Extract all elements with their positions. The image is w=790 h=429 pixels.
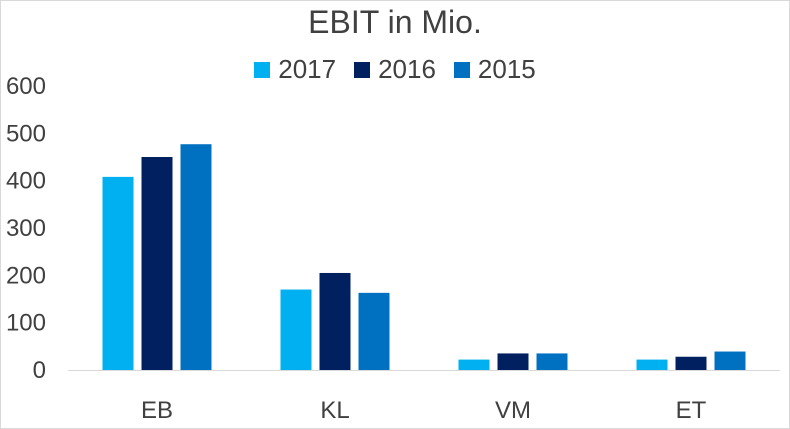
bar-eb-2015 (180, 144, 212, 370)
bar-eb-2017 (102, 176, 134, 370)
y-tick-label: 200 (6, 262, 46, 289)
y-tick-label: 600 (6, 73, 46, 100)
bar-vm-2016 (497, 353, 529, 370)
legend-swatch-2017 (254, 61, 271, 78)
bar-kl-2015 (358, 292, 390, 370)
legend-swatch-2015 (453, 61, 470, 78)
x-tick-label: ET (676, 397, 707, 424)
bar-et-2016 (675, 356, 707, 370)
y-tick-label: 0 (33, 357, 46, 384)
x-tick-label: VM (495, 397, 531, 424)
y-tick-label: 300 (6, 215, 46, 242)
legend-item-2016: 2016 (354, 54, 436, 85)
legend-label-2016: 2016 (378, 54, 436, 84)
bar-kl-2016 (319, 272, 351, 370)
bar-kl-2017 (280, 289, 312, 370)
bar-et-2015 (714, 351, 746, 370)
x-tick-label: EB (141, 397, 173, 424)
bar-vm-2015 (536, 353, 568, 370)
bar-et-2017 (636, 359, 668, 370)
legend-swatch-2016 (354, 61, 371, 78)
y-tick-label: 100 (6, 310, 46, 337)
legend-label-2015: 2015 (477, 54, 536, 84)
legend-label-2017: 2017 (278, 54, 337, 84)
y-tick-label: 500 (6, 120, 46, 147)
legend-item-2015: 2015 (453, 54, 536, 85)
x-tick-label: KL (320, 397, 349, 424)
bar-vm-2017 (458, 359, 490, 370)
bar-eb-2016 (141, 157, 173, 370)
chart-legend: 2017 2016 2015 (0, 54, 790, 85)
legend-item-2017: 2017 (254, 54, 336, 85)
chart-title: EBIT in Mio. (308, 4, 482, 40)
y-tick-label: 400 (6, 168, 46, 195)
